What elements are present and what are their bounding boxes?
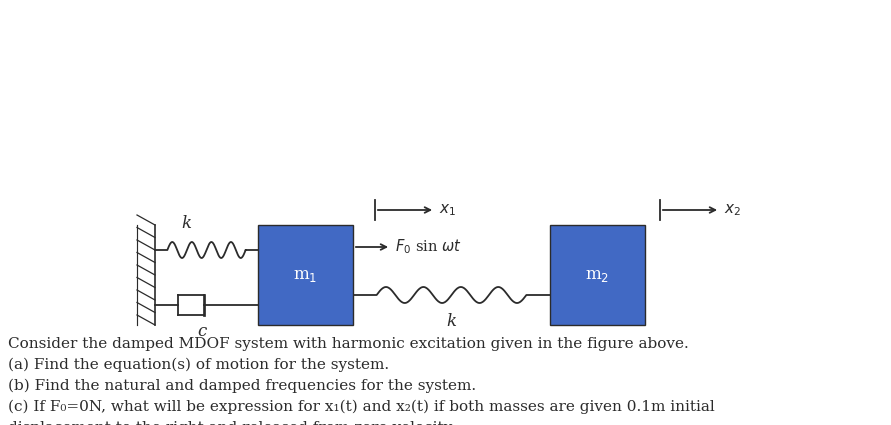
Text: $x_2$: $x_2$ [724,202,741,218]
Text: displacement to the right and released from zero velocity.: displacement to the right and released f… [8,421,455,425]
Text: m$_2$: m$_2$ [585,266,609,283]
Text: c: c [197,323,206,340]
Text: $F_0$ sin $\omega t$: $F_0$ sin $\omega t$ [395,238,462,256]
Bar [550,225,645,325]
Text: Consider the damped MDOF system with harmonic excitation given in the figure abo: Consider the damped MDOF system with har… [8,337,689,351]
Text: (c) If F₀=0N, what will be expression for x₁(t) and x₂(t) if both masses are giv: (c) If F₀=0N, what will be expression fo… [8,400,715,414]
Text: k: k [182,215,192,232]
Text: (a) Find the equation(s) of motion for the system.: (a) Find the equation(s) of motion for t… [8,358,389,372]
Text: k: k [446,313,456,330]
Bar [258,225,353,325]
Text: $x_1$: $x_1$ [439,202,456,218]
Text: (b) Find the natural and damped frequencies for the system.: (b) Find the natural and damped frequenc… [8,379,476,394]
Text: m$_1$: m$_1$ [293,266,318,283]
